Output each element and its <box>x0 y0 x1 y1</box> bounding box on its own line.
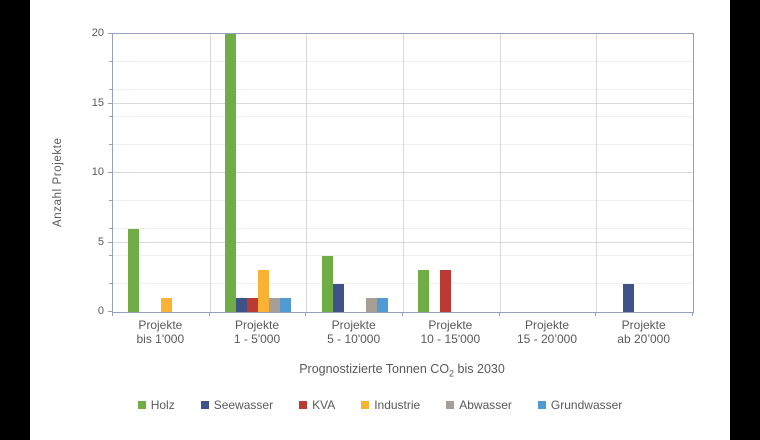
bar-abwasser-1 <box>269 298 280 312</box>
x-axis-title-subscript: 2 <box>449 368 455 379</box>
legend-label: Industrie <box>374 398 421 412</box>
x-category-label-line: bis 1'000 <box>136 332 185 346</box>
x-category-label-line: Projekte <box>621 318 666 332</box>
x-category-label: Projekte 5 - 10'000 <box>305 318 402 346</box>
bar-seewasser-5 <box>622 284 634 312</box>
bar-holz-3 <box>418 270 430 312</box>
x-boundary-tick <box>595 312 597 316</box>
bar-seewasser-1 <box>236 298 247 312</box>
x-category-label-line: Projekte <box>138 318 183 332</box>
category-gridline <box>499 34 501 312</box>
legend-swatch-industrie-icon <box>361 401 370 409</box>
right-letterbox <box>730 0 760 440</box>
y-tick-label: 15 <box>91 96 104 109</box>
bar-grundwasser-1 <box>280 298 291 312</box>
legend-swatch-grundwasser-icon <box>537 401 546 409</box>
x-category-label-line: Projekte <box>331 318 376 332</box>
x-boundary-tick <box>208 312 210 316</box>
legend-swatch-abwasser-icon <box>446 401 455 409</box>
legend-swatch-holz-icon <box>137 401 146 409</box>
x-category-label: Projekte 15 - 20’000 <box>499 318 596 346</box>
category-gridline <box>596 34 598 312</box>
x-category-label-line: 1 - 5'000 <box>233 332 281 346</box>
bar-holz-0 <box>128 228 140 312</box>
x-boundary-tick <box>305 312 307 316</box>
x-category-label-line: 15 - 20’000 <box>516 332 577 346</box>
x-category-label-line: 10 - 15'000 <box>420 332 481 346</box>
y-minor-tick <box>109 60 112 62</box>
y-minor-tick <box>109 227 112 229</box>
category-gridline <box>209 34 211 312</box>
y-tick-label: 5 <box>97 235 104 248</box>
legend-item-industrie: Industrie <box>361 398 420 412</box>
legend-label: Seewasser <box>213 398 274 412</box>
x-boundary-tick <box>692 312 693 316</box>
y-minor-tick <box>109 144 112 146</box>
bar-abwasser-2 <box>365 298 377 312</box>
x-axis-title-text-suffix: bis 2030 <box>454 362 505 376</box>
legend-swatch-kva-icon <box>299 401 308 409</box>
y-tick-label: 10 <box>91 166 104 178</box>
x-category-label-line: Projekte <box>234 318 279 332</box>
legend: Holz Seewasser KVA Industrie Abwasser Grundwa… <box>30 398 730 412</box>
x-axis-title: Prognostizierte Tonnen CO2 bis 2030 <box>112 362 692 379</box>
legend-swatch-seewasser-icon <box>200 401 209 409</box>
y-tick-label: 20 <box>91 27 104 39</box>
legend-item-kva: KVA <box>299 398 335 412</box>
bar-holz-2 <box>321 256 333 312</box>
y-minor-tick <box>109 283 112 285</box>
legend-item-holz: Holz <box>137 398 175 412</box>
legend-label: Holz <box>150 398 175 412</box>
bar-grundwasser-2 <box>376 298 388 312</box>
left-letterbox <box>0 0 30 440</box>
category-gridline <box>306 34 308 312</box>
category-gridline <box>403 34 404 312</box>
bar-kva-3 <box>440 270 452 312</box>
y-minor-tick <box>109 88 112 90</box>
x-category-label: Projekte 10 - 15'000 <box>402 318 499 346</box>
y-major-tick <box>108 172 112 173</box>
bar-industrie-1 <box>258 270 269 312</box>
bar-seewasser-2 <box>332 284 344 312</box>
legend-label: KVA <box>312 398 336 412</box>
y-major-tick <box>108 311 112 312</box>
x-boundary-tick <box>402 312 403 316</box>
y-minor-tick <box>109 255 112 257</box>
x-boundary-tick <box>498 312 500 316</box>
y-minor-tick <box>109 199 112 201</box>
bar-kva-1 <box>247 298 258 312</box>
legend-item-abwasser: Abwasser <box>446 398 512 412</box>
plot-area <box>112 33 694 313</box>
legend-item-seewasser: Seewasser <box>200 398 274 412</box>
bar-holz-1 <box>225 34 236 312</box>
legend-item-grundwasser: Grundwasser <box>537 398 623 412</box>
x-category-label: Projekte ab 20’000 <box>595 318 692 346</box>
y-minor-tick <box>109 116 112 118</box>
y-major-tick <box>108 241 112 243</box>
x-category-label-line: ab 20’000 <box>617 332 671 346</box>
legend-label: Grundwasser <box>550 398 623 412</box>
x-boundary-tick <box>112 312 113 316</box>
legend-label: Abwasser <box>459 398 512 412</box>
x-category-label-line: Projekte <box>428 318 473 332</box>
x-category-label: Projekte bis 1'000 <box>112 318 209 346</box>
bar-industrie-0 <box>161 298 173 312</box>
x-axis-title-text: Prognostizierte Tonnen CO <box>299 362 450 376</box>
y-major-tick <box>108 102 112 104</box>
y-major-tick <box>108 33 112 34</box>
y-tick-label: 0 <box>97 305 104 317</box>
y-axis-title-text: Anzahl Projekte <box>52 137 64 227</box>
x-category-label: Projekte 1 - 5'000 <box>209 318 306 346</box>
x-category-label-line: 5 - 10'000 <box>327 332 381 346</box>
x-category-label-line: Projekte <box>524 318 569 332</box>
